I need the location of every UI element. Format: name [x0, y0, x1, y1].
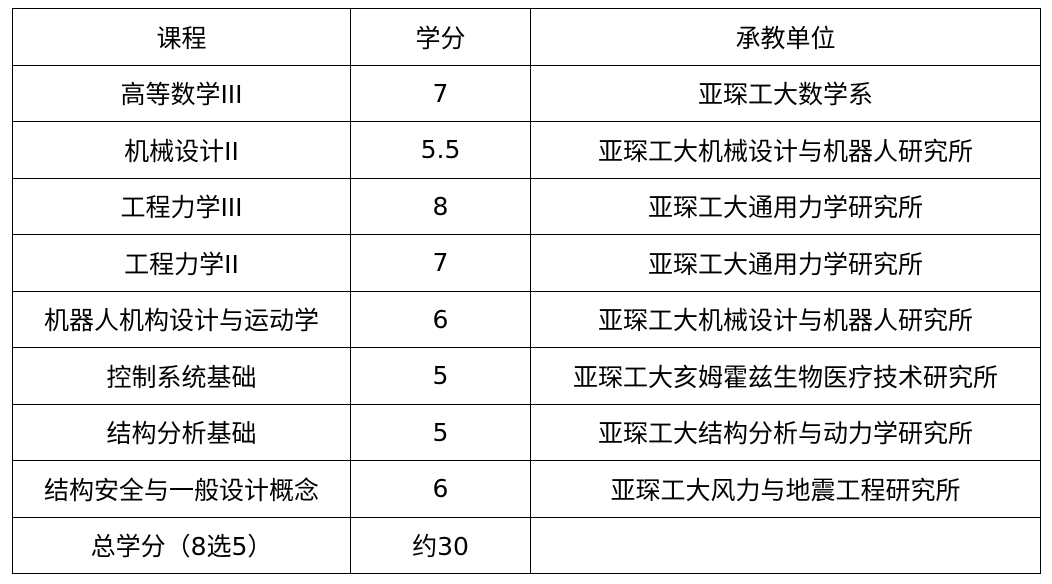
table-row: 工程力学II 7 亚琛工大通用力学研究所 — [12, 234, 1041, 292]
table-cell: 总学分（8选5） — [12, 516, 351, 574]
table-cell: 结构安全与一般设计概念 — [12, 460, 351, 518]
table-cell: 6 — [350, 290, 531, 348]
table-row: 工程力学III 8 亚琛工大通用力学研究所 — [12, 177, 1041, 235]
header-cell: 课程 — [12, 8, 351, 66]
table-cell: 7 — [350, 234, 531, 292]
table-cell: 亚琛工大数学系 — [530, 64, 1041, 122]
table-cell: 5.5 — [350, 121, 531, 179]
table-cell: 亚琛工大结构分析与动力学研究所 — [530, 403, 1041, 461]
table-row: 控制系统基础 5 亚琛工大亥姆霍兹生物医疗技术研究所 — [12, 347, 1041, 405]
table-cell: 7 — [350, 64, 531, 122]
empty-cell — [530, 516, 1041, 574]
table-body: 课程 学分 承教单位 高等数学III 7 亚琛工大数学系 机械设计II 5.5 亚琛工大机械设计… — [12, 8, 1041, 574]
table-row: 机械设计II 5.5 亚琛工大机械设计与机器人研究所 — [12, 121, 1041, 179]
table-cell: 亚琛工大机械设计与机器人研究所 — [530, 290, 1041, 348]
table-cell: 亚琛工大通用力学研究所 — [530, 177, 1041, 235]
course-table: 课程 学分 承教单位 高等数学III 7 亚琛工大数学系 机械设计II 5.5 亚琛工大机械设计… — [12, 8, 1041, 574]
table-cell: 6 — [350, 460, 531, 518]
table-cell: 亚琛工大风力与地震工程研究所 — [530, 460, 1041, 518]
table-row: 结构安全与一般设计概念 6 亚琛工大风力与地震工程研究所 — [12, 460, 1041, 518]
table-cell: 工程力学III — [12, 177, 351, 235]
table-cell: 高等数学III — [12, 64, 351, 122]
table-cell: 8 — [350, 177, 531, 235]
table-cell: 约30 — [350, 516, 531, 574]
table-cell: 亚琛工大亥姆霍兹生物医疗技术研究所 — [530, 347, 1041, 405]
table-cell: 亚琛工大通用力学研究所 — [530, 234, 1041, 292]
header-cell: 学分 — [350, 8, 531, 66]
table-cell: 控制系统基础 — [12, 347, 351, 405]
table-cell: 5 — [350, 347, 531, 405]
table-row: 总学分（8选5） 约30 — [12, 516, 1041, 574]
table-cell: 5 — [350, 403, 531, 461]
table-row: 结构分析基础 5 亚琛工大结构分析与动力学研究所 — [12, 403, 1041, 461]
table-cell: 机器人机构设计与运动学 — [12, 290, 351, 348]
table-row: 机器人机构设计与运动学 6 亚琛工大机械设计与机器人研究所 — [12, 290, 1041, 348]
table-row: 高等数学III 7 亚琛工大数学系 — [12, 64, 1041, 122]
header-cell: 承教单位 — [530, 8, 1041, 66]
header-row: 课程 学分 承教单位 — [12, 8, 1041, 66]
table-cell: 结构分析基础 — [12, 403, 351, 461]
table-cell: 机械设计II — [12, 121, 351, 179]
table-cell: 亚琛工大机械设计与机器人研究所 — [530, 121, 1041, 179]
table-cell: 工程力学II — [12, 234, 351, 292]
